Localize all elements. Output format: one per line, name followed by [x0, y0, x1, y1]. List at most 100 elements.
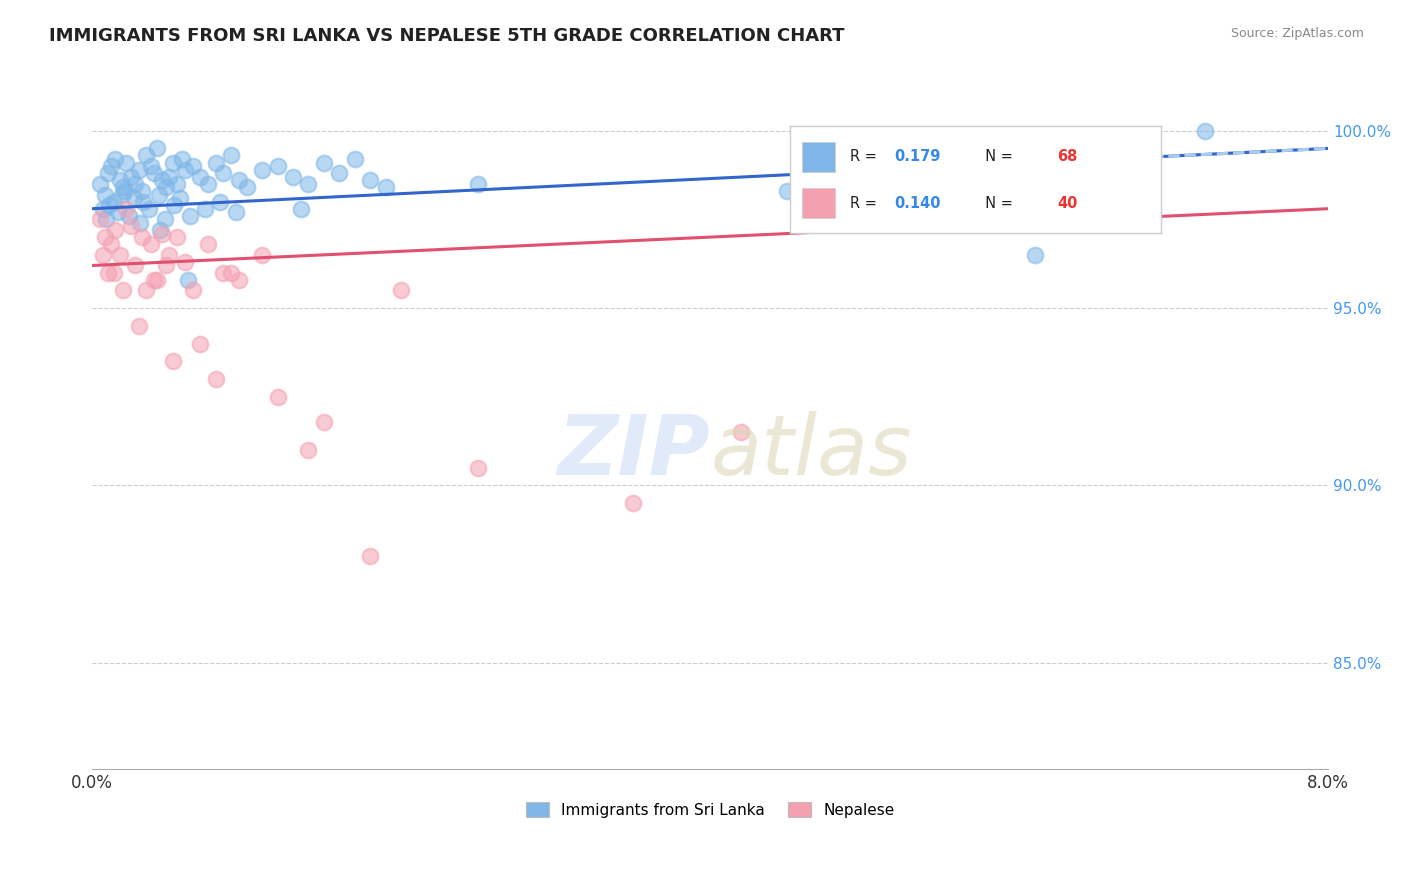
Point	[143, 166, 166, 180]
Point	[250, 248, 273, 262]
Point	[163, 198, 186, 212]
Point	[212, 266, 235, 280]
Point	[129, 216, 152, 230]
Point	[138, 202, 160, 216]
Point	[266, 159, 288, 173]
Point	[120, 169, 142, 184]
Point	[374, 180, 396, 194]
Point	[197, 237, 219, 252]
Point	[467, 460, 489, 475]
Point	[1024, 248, 1046, 262]
Point	[153, 212, 176, 227]
Point	[177, 273, 200, 287]
Point	[124, 177, 146, 191]
Point	[389, 283, 412, 297]
Point	[93, 230, 115, 244]
Point	[197, 177, 219, 191]
Point	[91, 202, 114, 216]
Point	[146, 141, 169, 155]
Point	[312, 155, 335, 169]
Point	[97, 166, 120, 180]
Point	[128, 162, 150, 177]
Point	[124, 259, 146, 273]
Point	[112, 180, 135, 194]
Point	[128, 318, 150, 333]
Point	[139, 159, 162, 173]
Point	[212, 166, 235, 180]
Point	[343, 152, 366, 166]
Point	[266, 390, 288, 404]
Point	[467, 177, 489, 191]
Point	[103, 194, 125, 209]
Point	[98, 198, 121, 212]
Point	[730, 425, 752, 440]
Point	[103, 266, 125, 280]
Point	[162, 155, 184, 169]
Point	[146, 273, 169, 287]
Point	[89, 212, 111, 227]
Point	[107, 205, 129, 219]
Point	[150, 227, 173, 241]
Point	[166, 177, 188, 191]
Point	[132, 194, 155, 209]
Point	[108, 173, 131, 187]
Point	[120, 219, 142, 234]
Point	[228, 173, 250, 187]
Point	[162, 354, 184, 368]
Point	[188, 169, 211, 184]
Point	[115, 202, 138, 216]
Point	[977, 130, 1000, 145]
Text: Source: ZipAtlas.com: Source: ZipAtlas.com	[1230, 27, 1364, 40]
Point	[114, 184, 136, 198]
Point	[173, 255, 195, 269]
Point	[359, 173, 381, 187]
Point	[297, 442, 319, 457]
Point	[131, 184, 153, 198]
Point	[91, 248, 114, 262]
Point	[359, 549, 381, 564]
Text: IMMIGRANTS FROM SRI LANKA VS NEPALESE 5TH GRADE CORRELATION CHART: IMMIGRANTS FROM SRI LANKA VS NEPALESE 5T…	[49, 27, 845, 45]
Point	[173, 162, 195, 177]
Point	[312, 415, 335, 429]
Point	[100, 159, 122, 173]
Point	[149, 223, 172, 237]
Point	[621, 496, 644, 510]
Point	[118, 209, 141, 223]
Point	[97, 266, 120, 280]
Point	[219, 148, 242, 162]
Point	[110, 187, 132, 202]
Point	[194, 202, 217, 216]
Legend: Immigrants from Sri Lanka, Nepalese: Immigrants from Sri Lanka, Nepalese	[520, 796, 900, 824]
Point	[1194, 123, 1216, 137]
Point	[159, 169, 181, 184]
Point	[135, 283, 157, 297]
Point	[281, 169, 304, 184]
Point	[219, 266, 242, 280]
Point	[135, 148, 157, 162]
Point	[225, 205, 247, 219]
Point	[166, 230, 188, 244]
Point	[93, 187, 115, 202]
Point	[290, 202, 312, 216]
Point	[115, 155, 138, 169]
Point	[209, 194, 232, 209]
Point	[179, 209, 201, 223]
Point	[112, 283, 135, 297]
Point	[89, 177, 111, 191]
Point	[159, 248, 181, 262]
Point	[235, 180, 257, 194]
Point	[155, 259, 177, 273]
Point	[328, 166, 350, 180]
Point	[297, 177, 319, 191]
Point	[94, 212, 117, 227]
Point	[150, 173, 173, 187]
Point	[181, 283, 204, 297]
Point	[122, 191, 145, 205]
Point	[188, 336, 211, 351]
Point	[139, 237, 162, 252]
Point	[104, 152, 127, 166]
Point	[104, 223, 127, 237]
Point	[155, 180, 177, 194]
Point	[204, 372, 226, 386]
Point	[108, 248, 131, 262]
